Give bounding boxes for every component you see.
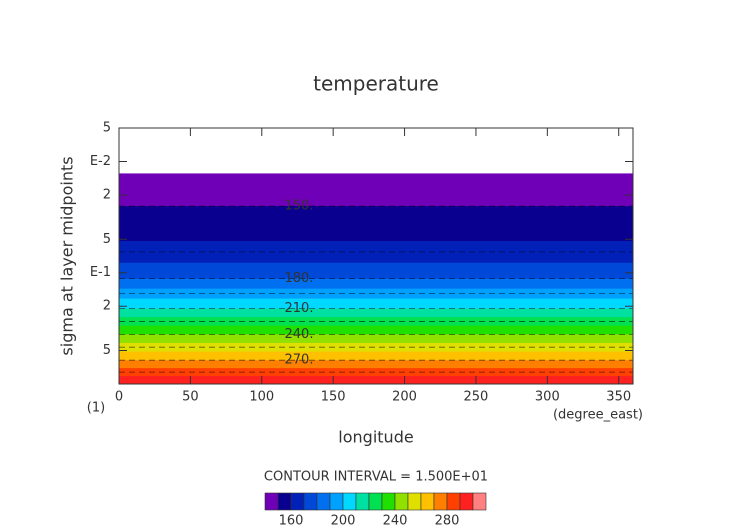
- contour-band: [119, 206, 633, 242]
- y-tick-label: E-1: [90, 265, 111, 280]
- colorbar-tick-label: 280: [435, 514, 460, 529]
- y-tick-label: 2: [103, 299, 111, 314]
- plot-frame: [118, 127, 634, 385]
- colorbar-cell: [264, 492, 279, 511]
- colorbar-tick-label: 200: [331, 514, 356, 529]
- colorbar-cell: [368, 492, 383, 511]
- contour-band: [119, 240, 633, 264]
- contour-label: 180.: [285, 271, 314, 286]
- contour-band: [119, 360, 633, 369]
- contour-band: [119, 293, 633, 300]
- x-tick-label: 100: [249, 390, 274, 405]
- y-tick-label: E-2: [90, 154, 111, 169]
- contour-band: [119, 342, 633, 348]
- contour-interval: CONTOUR INTERVAL = 1.500E+01: [264, 470, 488, 485]
- contour-band: [119, 173, 633, 207]
- colorbar-cell: [277, 492, 292, 511]
- contour-band: [119, 351, 633, 361]
- y-axis-units: (1): [87, 401, 105, 416]
- x-axis-label: longitude: [338, 428, 413, 447]
- colorbar-cell: [407, 492, 422, 511]
- contour-band: [119, 262, 633, 280]
- colorbar-cell: [290, 492, 305, 511]
- x-tick-label: 350: [606, 390, 631, 405]
- y-axis-label: sigma at layer midpoints: [58, 156, 77, 355]
- y-tick-label: 5: [103, 121, 111, 136]
- colorbar-tick-label: 160: [279, 514, 304, 529]
- x-axis-units: (degree_east): [553, 408, 643, 423]
- x-tick-label: 150: [321, 390, 346, 405]
- colorbar-cell: [420, 492, 435, 511]
- x-tick-label: 0: [115, 390, 123, 405]
- contour-label: 240.: [285, 327, 314, 342]
- colorbar-cell: [394, 492, 409, 511]
- colorbar-cell: [446, 492, 461, 511]
- colorbar-cell: [355, 492, 370, 511]
- y-tick-label: 5: [103, 343, 111, 358]
- x-tick-label: 50: [182, 390, 199, 405]
- contour-label: 270.: [285, 353, 314, 368]
- contour-band: [119, 308, 633, 318]
- y-tick-label: 2: [103, 187, 111, 202]
- contour-band: [119, 317, 633, 322]
- colorbar-cell: [316, 492, 331, 511]
- contour-label: 150.: [285, 199, 314, 214]
- colorbar-cell: [433, 492, 448, 511]
- contour-band: [119, 325, 633, 335]
- colorbar-cell: [459, 492, 474, 511]
- y-tick-label: 5: [103, 232, 111, 247]
- x-tick-label: 200: [392, 390, 417, 405]
- colorbar-cell: [342, 492, 357, 511]
- x-tick-label: 300: [535, 390, 560, 405]
- colorbar-tick-label: 240: [383, 514, 408, 529]
- colorbar-cell: [381, 492, 396, 511]
- contour-label: 210.: [285, 301, 314, 316]
- contour-band: [119, 375, 633, 385]
- x-tick-label: 250: [464, 390, 489, 405]
- colorbar-cell: [303, 492, 318, 511]
- chart-title: temperature: [313, 72, 439, 96]
- contour-band: [119, 372, 633, 377]
- contour-band: [119, 334, 633, 344]
- contour-band: [119, 298, 633, 310]
- colorbar-cell: [472, 492, 487, 511]
- colorbar-cell: [329, 492, 344, 511]
- contour-band: [119, 347, 633, 353]
- contour-band: [119, 278, 633, 290]
- contour-band: [119, 368, 633, 373]
- contour-band: [119, 288, 633, 295]
- contour-band: [119, 321, 633, 327]
